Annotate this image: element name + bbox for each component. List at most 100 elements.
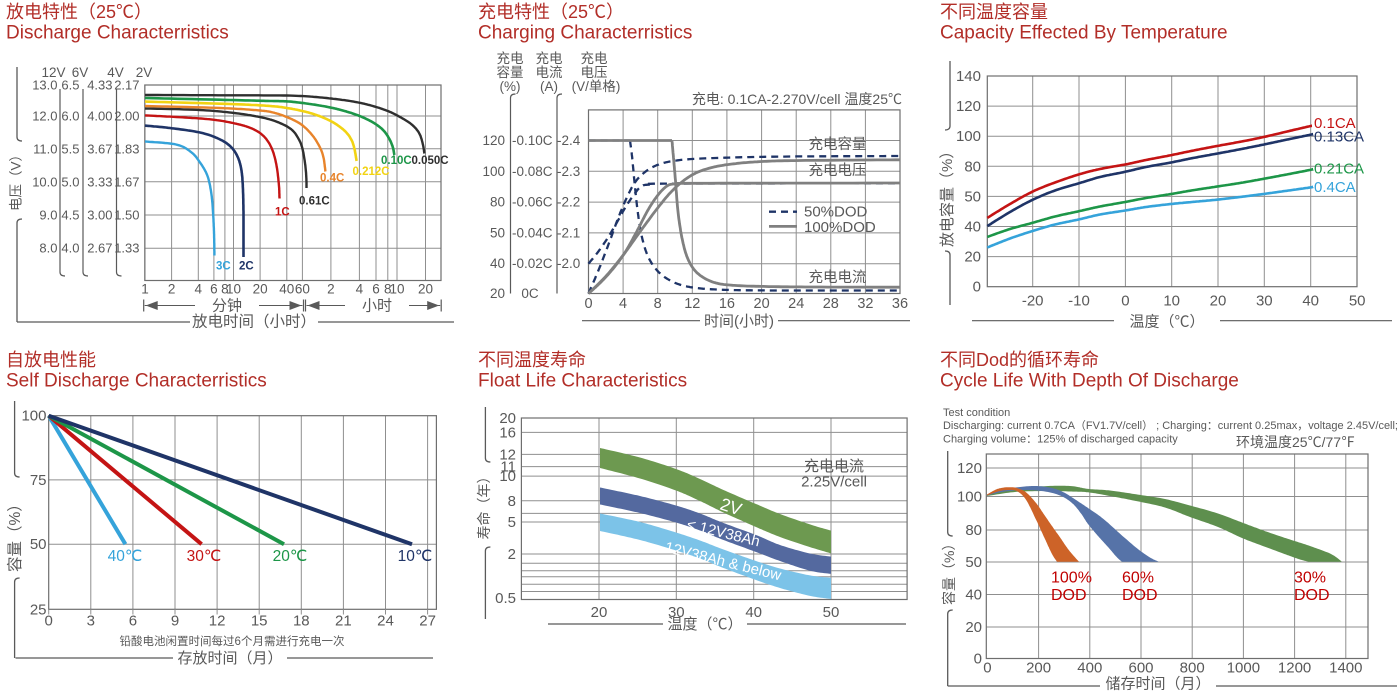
- svg-text:20: 20: [253, 282, 268, 297]
- svg-text:充电容量: 充电容量: [809, 136, 867, 153]
- svg-text:100%DOD: 100%DOD: [804, 219, 876, 236]
- svg-text:3.33: 3.33: [87, 174, 112, 189]
- svg-text:24: 24: [788, 296, 804, 312]
- svg-text:50: 50: [30, 536, 47, 553]
- svg-text:-20: -20: [1022, 293, 1044, 310]
- svg-text:0.21CA: 0.21CA: [1314, 161, 1364, 178]
- svg-text:1000: 1000: [1227, 660, 1260, 677]
- svg-text:2.25V/cell: 2.25V/cell: [801, 474, 867, 491]
- svg-text:电压: 电压: [581, 65, 608, 80]
- svg-text:0.13CA: 0.13CA: [1314, 129, 1364, 146]
- svg-text:30℃: 30℃: [187, 548, 222, 565]
- svg-text:1: 1: [141, 282, 149, 297]
- svg-text:Capacity Effected By Temperatu: Capacity Effected By Temperature: [940, 23, 1228, 44]
- svg-text:0.212C: 0.212C: [353, 166, 390, 178]
- svg-text:5.5: 5.5: [61, 141, 79, 156]
- svg-text:20: 20: [499, 410, 516, 427]
- svg-text:600: 600: [1128, 660, 1153, 677]
- svg-text:-0.06C: -0.06C: [512, 195, 553, 210]
- svg-text:11: 11: [500, 459, 516, 476]
- svg-text:20: 20: [754, 296, 770, 312]
- svg-text:0: 0: [45, 613, 53, 630]
- svg-text:-2.4: -2.4: [557, 133, 581, 148]
- svg-text:80: 80: [964, 158, 981, 175]
- svg-text:200: 200: [1026, 660, 1051, 677]
- svg-text:温度（℃）: 温度（℃）: [667, 616, 742, 633]
- svg-text:60%: 60%: [1122, 570, 1154, 587]
- svg-text:0.1CA: 0.1CA: [1314, 115, 1356, 132]
- svg-text:8: 8: [508, 493, 516, 510]
- svg-text:0.4C: 0.4C: [320, 173, 344, 185]
- svg-text:8: 8: [654, 296, 662, 312]
- svg-text:不同温度寿命: 不同温度寿命: [478, 350, 586, 370]
- svg-text:充电: 充电: [581, 51, 608, 66]
- svg-text:40: 40: [964, 219, 981, 236]
- svg-text:4: 4: [619, 296, 627, 312]
- svg-text:5: 5: [508, 514, 516, 531]
- svg-text:时间(小时): 时间(小时): [704, 313, 774, 330]
- svg-text:-2.1: -2.1: [557, 225, 580, 240]
- svg-text:容量（%）: 容量（%）: [941, 537, 957, 605]
- svg-text:充电: 充电: [497, 51, 524, 66]
- svg-text:0.10C: 0.10C: [381, 155, 412, 167]
- svg-text:DOD: DOD: [1051, 587, 1087, 604]
- svg-text:40: 40: [745, 604, 762, 621]
- svg-text:21: 21: [335, 613, 352, 630]
- svg-text:4.0: 4.0: [61, 241, 79, 256]
- svg-text:2: 2: [168, 282, 176, 297]
- svg-text:8: 8: [221, 282, 229, 297]
- svg-text:12.0: 12.0: [32, 109, 57, 124]
- svg-text:20: 20: [591, 604, 608, 621]
- svg-text:400: 400: [1077, 660, 1102, 677]
- svg-text:DOD: DOD: [1122, 587, 1158, 604]
- svg-text:DOD: DOD: [1294, 587, 1330, 604]
- svg-text:Discharge Characterristics: Discharge Characterristics: [6, 23, 229, 44]
- svg-text:(A): (A): [540, 79, 558, 94]
- svg-text:放电容量（%）: 放电容量（%）: [939, 144, 956, 247]
- svg-text:40: 40: [279, 282, 294, 297]
- svg-text:11.0: 11.0: [33, 141, 57, 156]
- svg-text:温度（℃）: 温度（℃）: [1129, 314, 1204, 331]
- svg-text:2C: 2C: [239, 261, 254, 273]
- svg-text:6: 6: [210, 282, 218, 297]
- svg-text:-0.08C: -0.08C: [512, 164, 553, 179]
- svg-text:20: 20: [418, 282, 433, 297]
- svg-text:9.0: 9.0: [39, 208, 57, 223]
- svg-text:0.61C: 0.61C: [299, 196, 330, 208]
- svg-text:10℃: 10℃: [398, 548, 433, 565]
- svg-text:不同Dod的循环寿命: 不同Dod的循环寿命: [940, 350, 1099, 370]
- svg-text:12: 12: [499, 446, 516, 463]
- svg-text:50: 50: [490, 225, 505, 240]
- svg-text:6V: 6V: [72, 65, 89, 80]
- svg-text:放电时间（小时）: 放电时间（小时）: [192, 313, 316, 331]
- svg-text:50: 50: [1349, 293, 1366, 310]
- svg-text:27: 27: [419, 613, 436, 630]
- svg-text:13.0: 13.0: [32, 78, 57, 93]
- svg-text:存放时间（月）: 存放时间（月）: [177, 650, 282, 667]
- svg-text:-0.10C: -0.10C: [512, 133, 553, 148]
- svg-text:(V/单格): (V/单格): [572, 79, 621, 94]
- svg-text:50: 50: [823, 604, 840, 621]
- svg-text:8: 8: [384, 282, 392, 297]
- svg-text:3.67: 3.67: [87, 141, 112, 156]
- svg-text:0.050C: 0.050C: [412, 155, 449, 167]
- svg-text:Discharging: current 0.7CA（FV1: Discharging: current 0.7CA（FV1.7V/cell） …: [943, 419, 1398, 432]
- svg-text:-10: -10: [1068, 293, 1090, 310]
- svg-text:0.4CA: 0.4CA: [1314, 179, 1356, 196]
- svg-text:120: 120: [957, 460, 982, 477]
- svg-text:40℃: 40℃: [108, 548, 143, 565]
- svg-text:1200: 1200: [1278, 660, 1311, 677]
- svg-text:0: 0: [983, 660, 991, 677]
- svg-text:-0.02C: -0.02C: [512, 256, 553, 271]
- svg-text:0: 0: [973, 279, 981, 296]
- svg-text:1.67: 1.67: [114, 174, 139, 189]
- svg-text:18: 18: [293, 613, 310, 630]
- svg-text:6.5: 6.5: [61, 78, 79, 93]
- svg-text:40: 40: [490, 256, 505, 271]
- svg-text:1.83: 1.83: [114, 141, 139, 156]
- svg-text:10: 10: [499, 468, 516, 485]
- svg-text:自放电性能: 自放电性能: [6, 350, 96, 370]
- svg-text:4.33: 4.33: [87, 78, 112, 93]
- svg-text:充电: 0.1CA-2.270V/cell 温度25℃: 充电: 0.1CA-2.270V/cell 温度25℃: [692, 91, 902, 107]
- svg-text:充电特性（25℃）: 充电特性（25℃）: [478, 2, 624, 22]
